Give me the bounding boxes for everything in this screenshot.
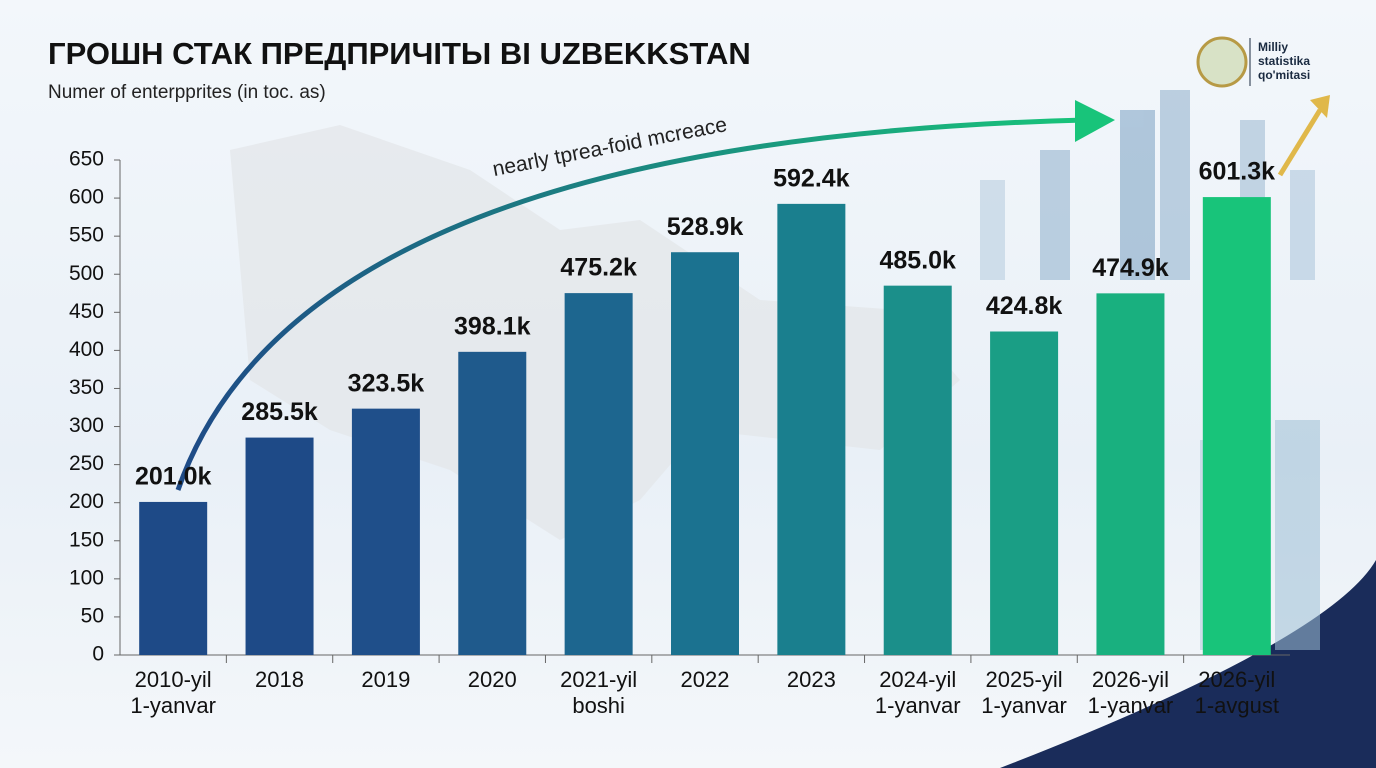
x-tick-label: 2026-yil 1-avgust	[1194, 667, 1279, 718]
chart-subtitle: Numer of enterpprites (in toc. as)	[48, 82, 326, 103]
y-tick-label: 200	[69, 490, 104, 513]
y-tick-label: 400	[69, 338, 104, 361]
gold-arrow	[1277, 108, 1323, 177]
x-tick-label: 2019	[361, 667, 411, 692]
value-label: 528.9k	[667, 213, 744, 241]
y-tick-label: 150	[69, 528, 104, 551]
x-tick-label: 2024-yil 1-yanvar	[874, 667, 961, 718]
x-tick-label: 2010-yil 1-yanvar	[130, 667, 216, 718]
bar	[139, 501, 208, 655]
y-tick-label: 100	[69, 566, 104, 589]
value-label: 601.3k	[1199, 158, 1276, 186]
value-label: 592.4k	[773, 164, 850, 192]
value-label: 424.8k	[986, 292, 1063, 320]
bar	[1202, 197, 1271, 656]
x-tick-label: 2020	[467, 667, 517, 692]
bar	[245, 437, 314, 655]
bar	[883, 285, 952, 655]
y-tick-label: 250	[69, 452, 104, 475]
growth-arrow	[175, 117, 1086, 491]
value-label: 285.5k	[241, 398, 318, 426]
bar	[777, 203, 846, 655]
x-tick-label: 2018	[255, 667, 304, 692]
y-tick-label: 50	[81, 604, 104, 627]
value-label: 323.5k	[348, 369, 425, 397]
value-label: 485.0k	[879, 246, 956, 274]
arrow-head	[1075, 100, 1115, 142]
y-tick-label: 600	[69, 186, 104, 209]
value-label: 398.1k	[454, 312, 531, 340]
corner-decoration	[1000, 560, 1376, 768]
y-tick-label: 300	[69, 414, 104, 437]
value-label: 475.2k	[560, 254, 637, 282]
gold-arrow-head	[1310, 95, 1330, 118]
bar	[990, 331, 1059, 655]
y-tick-label: 500	[69, 262, 104, 285]
logo-text: Milliy statistika qo'mitasi	[1258, 40, 1311, 82]
value-label: 201.0k	[135, 463, 212, 491]
x-tick-label: 2021-yil boshi	[560, 667, 638, 718]
y-tick-label: 0	[92, 643, 104, 666]
bar	[1096, 293, 1165, 655]
x-tick-label: 2023	[786, 667, 836, 692]
x-tick-label: 2025-yil 1-yanvar	[981, 667, 1067, 718]
emblem	[1196, 36, 1248, 88]
bar	[351, 408, 420, 655]
x-tick-label: 2026-yil 1-yanvar	[1087, 667, 1174, 718]
y-tick-label: 350	[69, 376, 104, 399]
chart-title: ГРОШН СТАК ПРЕДПРИЧІТЫ ВІ UZBEKKSTAN	[48, 36, 751, 71]
y-tick-label: 650	[69, 148, 104, 171]
value-label: 474.9k	[1092, 254, 1169, 282]
bar	[564, 293, 633, 655]
bar	[671, 252, 739, 656]
y-tick-label: 550	[69, 224, 104, 247]
y-tick-label: 450	[69, 300, 104, 323]
annotation: nearly tprea-foid mcreace	[491, 113, 729, 181]
bar	[458, 351, 527, 655]
x-tick-label: 2022	[680, 667, 730, 692]
